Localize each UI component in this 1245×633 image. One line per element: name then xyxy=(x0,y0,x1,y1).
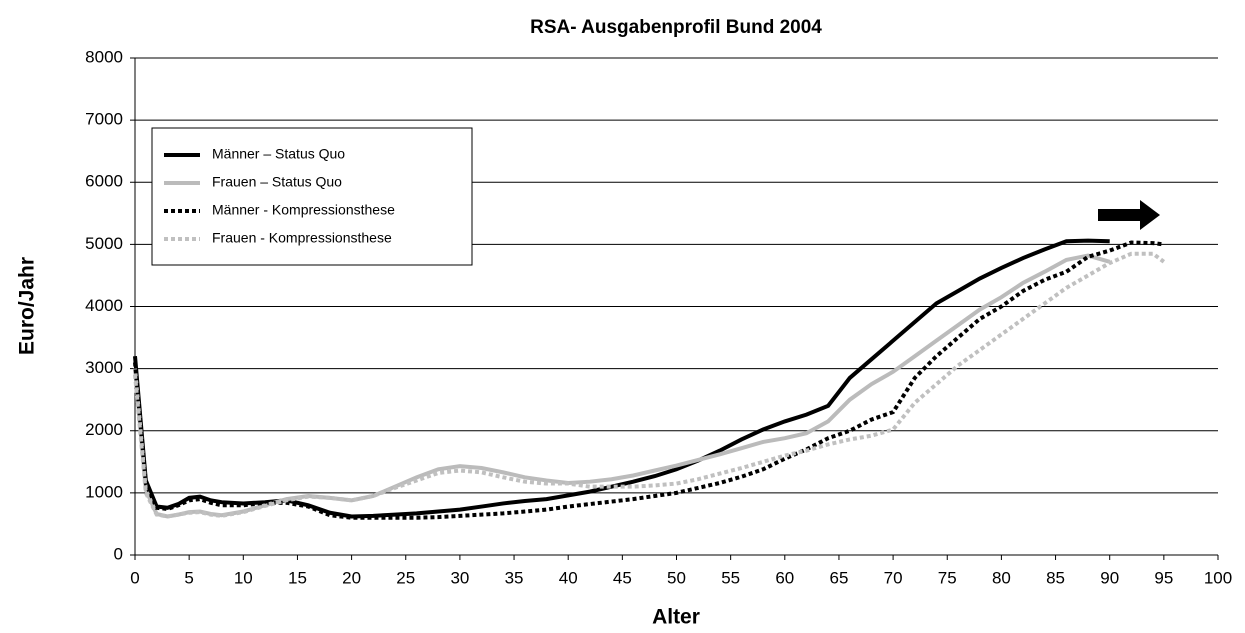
x-axis-label: Alter xyxy=(652,606,700,628)
x-tick-label: 10 xyxy=(234,568,253,587)
x-tick-label: 5 xyxy=(184,568,193,587)
series-line xyxy=(133,251,1166,519)
x-tick-label: 90 xyxy=(1100,568,1119,587)
x-tick-label: 50 xyxy=(667,568,686,587)
series-line xyxy=(133,240,1165,520)
y-tick-label: 2000 xyxy=(85,420,123,439)
legend-label: Frauen - Kompressionsthese xyxy=(212,230,392,246)
y-tick-label: 6000 xyxy=(85,172,123,191)
x-tick-label: 55 xyxy=(721,568,740,587)
x-tick-label: 95 xyxy=(1154,568,1173,587)
x-tick-label: 25 xyxy=(396,568,415,587)
y-tick-label: 3000 xyxy=(85,358,123,377)
series-line xyxy=(133,253,1111,519)
x-tick-label: 45 xyxy=(613,568,632,587)
y-tick-label: 4000 xyxy=(85,296,123,315)
x-tick-label: 40 xyxy=(559,568,578,587)
chart-title: RSA- Ausgabenprofil Bund 2004 xyxy=(530,17,822,38)
arrow xyxy=(1098,200,1160,230)
y-tick-label: 8000 xyxy=(85,47,123,66)
legend-box xyxy=(151,127,473,266)
x-tick-label: 70 xyxy=(884,568,903,587)
x-tick-label: 20 xyxy=(342,568,361,587)
x-tick-label: 35 xyxy=(505,568,524,587)
legend-label: Männer – Status Quo xyxy=(212,146,345,162)
x-tick-label: 65 xyxy=(829,568,848,587)
y-tick-label: 0 xyxy=(114,544,123,563)
x-tick-label: 85 xyxy=(1046,568,1065,587)
x-tick-label: 30 xyxy=(450,568,469,587)
y-tick-label: 7000 xyxy=(85,110,123,129)
legend-label: Frauen – Status Quo xyxy=(212,174,342,190)
x-tick-label: 60 xyxy=(775,568,794,587)
y-tick-label: 5000 xyxy=(85,234,123,253)
x-tick-label: 80 xyxy=(992,568,1011,587)
x-tick-label: 75 xyxy=(938,568,957,587)
x-tick-label: 15 xyxy=(288,568,307,587)
x-tick-label: 0 xyxy=(130,568,139,587)
legend-label: Männer - Kompressionsthese xyxy=(212,202,395,218)
series-line xyxy=(133,238,1110,519)
x-tick-label: 100 xyxy=(1204,568,1232,587)
y-axis-label: Euro/Jahr xyxy=(16,257,39,355)
y-tick-label: 1000 xyxy=(85,482,123,501)
